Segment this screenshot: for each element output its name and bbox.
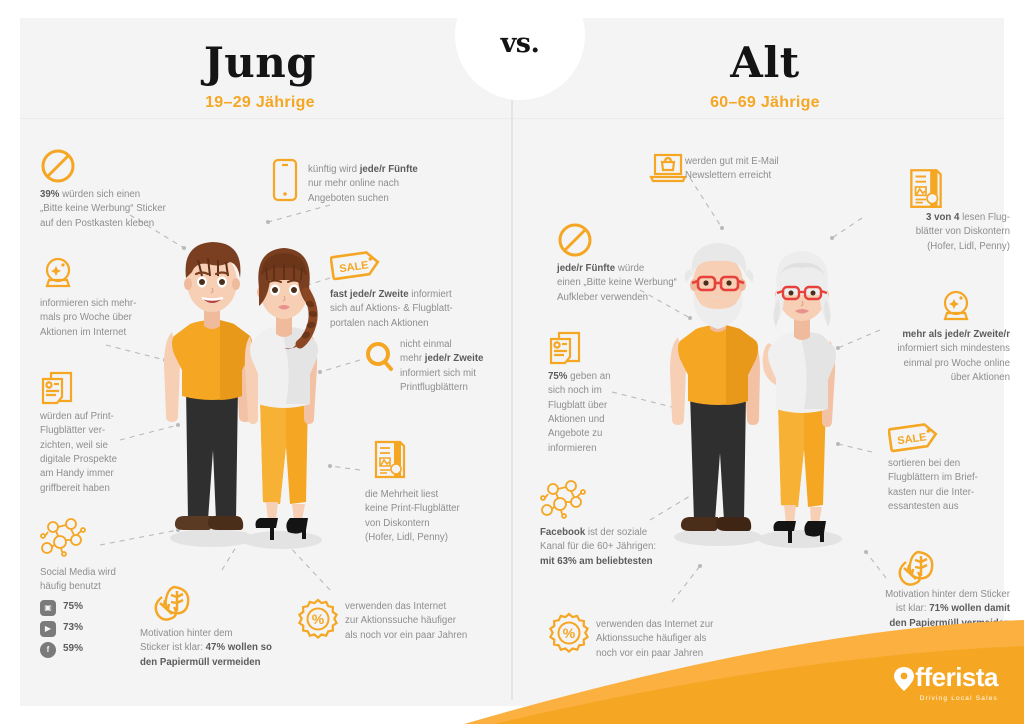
vs-badge: vs. [455,0,585,100]
percent-badge-icon-old: % [548,612,590,654]
magnifier-icon [363,340,397,376]
stat-row-youtube: ▶ 73% [40,620,170,637]
fact-majority-no-print: die Mehrheit liest keine Print-Flugblätte… [365,489,460,544]
fact-no-ads-sticker-old: jede/r Fünfte würde einen „Bitte keine We… [557,263,677,303]
young-subtitle: 19–29 Jährige [205,94,315,111]
flyer-icon-old [905,165,947,211]
documents-icon-old [548,330,582,366]
fact-flyer-information: 75% geben an sich noch im Flugblatt über Ak… [548,371,611,454]
logo-text: fferista [915,662,998,692]
old-couple-illustration [660,225,870,550]
stat-row-facebook: f 59% [40,641,170,658]
offerista-logo: fferista Driving Local Sales [893,664,998,702]
fact-future-online-offers: künftig wird jede/r Fünfte nur mehr onlin… [308,164,418,204]
svg-text:SALE: SALE [897,431,928,447]
svg-text:%: % [563,625,576,641]
fact-email-newsletter: werden gut mit E-Mail Newslettern erreich… [685,156,779,182]
documents-icon [40,370,74,406]
fact-sort-mailbox-flyers: sortieren bei den Flugblättern im Brief-k… [888,458,978,513]
fact-internet-deal-search: verwenden das Internet zur Aktionssuche h… [345,601,468,641]
instagram-icon: ▣ [40,599,56,616]
fact-no-ads-sticker: 39% würden sich einen „Bitte keine Werbun… [40,189,166,229]
old-column-header: Alt 60–69 Jährige [615,42,915,112]
young-column-header: Jung 19–29 Jährige [110,42,410,112]
smartphone-icon [272,158,298,202]
footer-swoosh [464,524,1024,724]
fact-sticker-motivation-old: Motivation hinter dem Sticker ist klar: 7… [885,589,1010,629]
no-entry-icon [40,148,76,184]
network-icon-old [540,480,586,520]
fact-read-discounter-flyers: 3 von 4 lesen Flug-blätter von Diskonter… [915,212,1010,252]
fact-internet-deal-search-old: verwenden das Internet zur Aktionssuche h… [596,619,714,659]
crystal-ball-icon-old [938,288,974,324]
logo-wordmark: fferista [893,664,998,692]
flyer-icon [370,437,410,481]
facebook-value: 59% [63,643,84,655]
svg-text:%: % [312,611,325,627]
logo-pin-icon [893,666,915,692]
fact-weekly-online-actions: informieren sich mehr-mals pro Woche übe… [40,298,137,338]
fact-print-flyer-info: nicht einmal mehr jede/r Zweite informiert… [400,339,484,394]
fact-skip-print-flyers: würden auf Print- Flugblätter ver-zichten… [40,411,118,494]
young-title: Jung [203,38,317,87]
column-divider [511,100,513,700]
youtube-icon: ▶ [40,620,56,637]
sale-tag-icon: SALE [330,248,382,282]
crystal-ball-icon [40,255,76,291]
svg-text:SALE: SALE [339,259,370,275]
sale-tag-icon-old: SALE [888,420,940,454]
youtube-value: 73% [63,622,84,634]
fact-sticker-motivation: Motivation hinter dem Sticker ist klar: 4… [140,628,272,668]
old-title: Alt [730,38,800,87]
fact-weekly-online-actions-old: mehr als jede/r Zweite/r informiert sich … [897,329,1010,384]
social-media-caption: Social Media wird häufig benutzt [40,567,116,593]
old-subtitle: 60–69 Jährige [710,94,820,111]
stat-row-instagram: ▣ 75% [40,599,170,616]
laptop-shop-icon [648,150,688,184]
young-couple-illustration [150,220,350,550]
logo-tagline: Driving Local Sales [919,695,998,702]
facebook-icon: f [40,641,56,658]
instagram-value: 75% [63,601,84,613]
no-entry-icon-old [557,222,593,258]
leaf-icon [150,583,194,625]
network-icon [40,518,86,558]
fact-deal-portals: fast jede/r Zweite informiert sich auf Ak… [330,289,453,329]
fact-facebook-channel: Facebook ist der soziale Kanal für die 60… [540,527,657,567]
percent-badge-icon: % [297,598,339,640]
fact-social-media-usage: Social Media wird häufig benutzt ▣ 75% ▶ … [40,566,170,658]
vs-label: vs. [500,27,540,59]
leaf-icon-old [894,548,938,590]
